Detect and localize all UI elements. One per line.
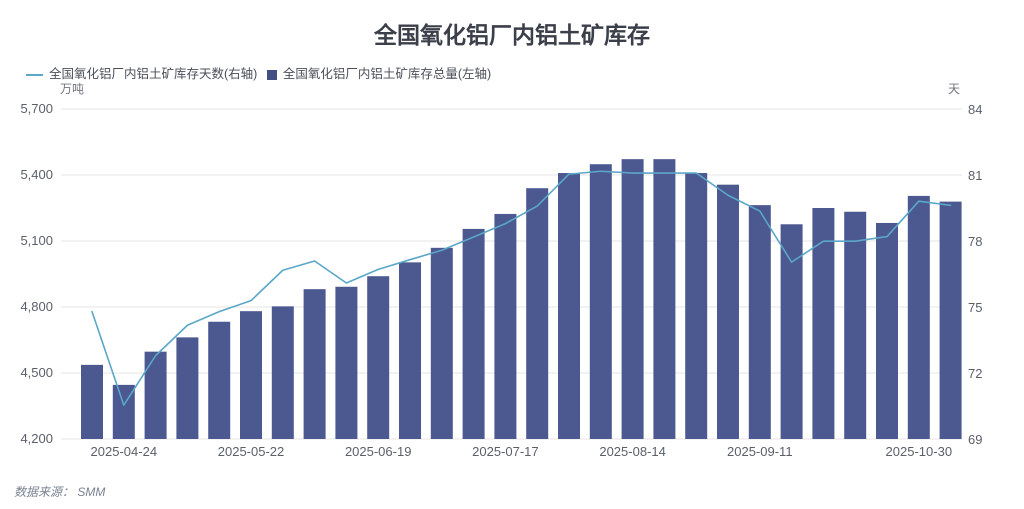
svg-text:84: 84 xyxy=(968,102,982,117)
svg-text:81: 81 xyxy=(968,168,982,183)
svg-text:5,400: 5,400 xyxy=(20,167,53,182)
svg-text:2025-10-30: 2025-10-30 xyxy=(886,444,953,459)
svg-text:2025-08-14: 2025-08-14 xyxy=(599,444,666,459)
svg-text:4,200: 4,200 xyxy=(20,431,53,446)
svg-text:4,800: 4,800 xyxy=(20,299,53,314)
svg-text:4,500: 4,500 xyxy=(20,365,53,380)
svg-text:2025-05-22: 2025-05-22 xyxy=(218,444,285,459)
svg-text:69: 69 xyxy=(968,432,982,447)
svg-text:75: 75 xyxy=(968,300,982,315)
svg-text:5,700: 5,700 xyxy=(20,101,53,116)
svg-text:72: 72 xyxy=(968,366,982,381)
svg-text:2025-07-17: 2025-07-17 xyxy=(472,444,539,459)
svg-text:78: 78 xyxy=(968,234,982,249)
svg-text:2025-04-24: 2025-04-24 xyxy=(91,444,158,459)
svg-text:2025-09-11: 2025-09-11 xyxy=(727,444,793,459)
svg-text:2025-06-19: 2025-06-19 xyxy=(345,444,412,459)
svg-text:5,100: 5,100 xyxy=(20,233,53,248)
